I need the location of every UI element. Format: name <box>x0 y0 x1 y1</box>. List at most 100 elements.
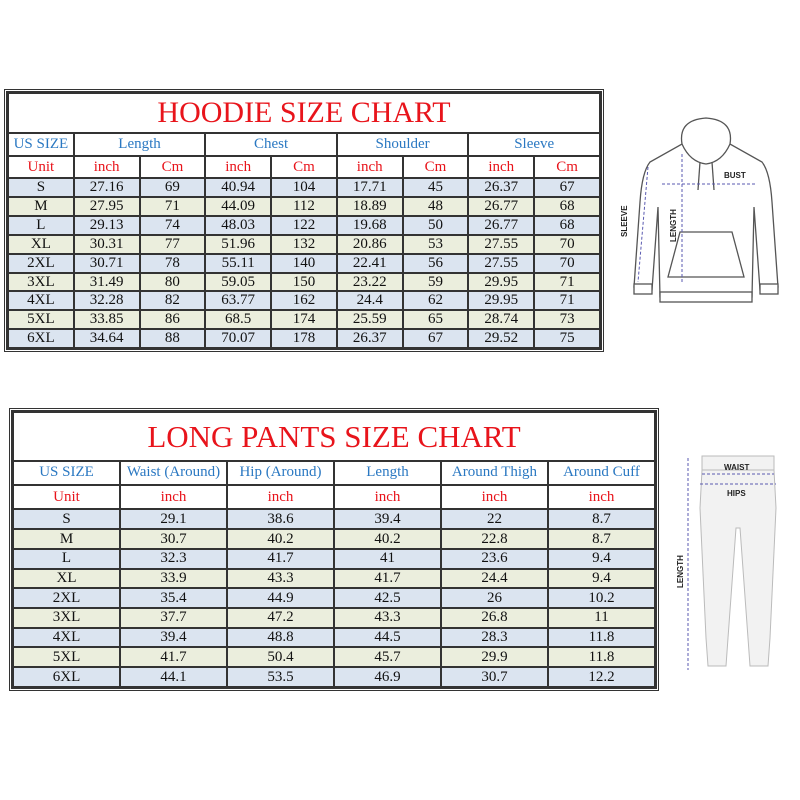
value-cell: 45.7 <box>333 646 442 669</box>
pants-size-table: LONG PANTS SIZE CHART US SIZE Waist (Aro… <box>12 411 656 688</box>
table-row: 5XL 33.85 86 68.5 174 25.59 65 28.74 73 <box>7 309 601 331</box>
value-cell: 50 <box>401 215 470 236</box>
table-row: 6XL 34.64 88 70.07 178 26.37 67 29.52 75 <box>7 328 601 349</box>
size-cell: 5XL <box>7 309 75 331</box>
value-cell: 29.13 <box>72 215 141 236</box>
table-row: XL 30.31 77 51.96 132 20.86 53 27.55 70 <box>7 233 601 255</box>
value-cell: 10.2 <box>547 587 656 610</box>
table-row: L 32.3 41.7 41 23.6 9.4 <box>12 547 656 570</box>
value-cell: 50.4 <box>226 646 335 669</box>
value-cell: 33.85 <box>72 309 141 331</box>
table-row: S 27.16 69 40.94 104 17.71 45 26.37 67 <box>7 177 601 199</box>
value-cell: 40.2 <box>226 528 335 550</box>
table-row: M 30.7 40.2 40.2 22.8 8.7 <box>12 528 656 550</box>
value-cell: 28.3 <box>440 626 549 649</box>
column-header: Around Cuff <box>547 459 656 487</box>
value-cell: 28.74 <box>467 309 536 331</box>
unit-cell: inch <box>72 155 141 180</box>
value-cell: 26.37 <box>335 328 404 349</box>
unit-cell: Cm <box>138 155 207 180</box>
length-label: LENGTH <box>676 555 685 588</box>
value-cell: 48.03 <box>204 215 273 236</box>
value-cell: 27.16 <box>72 177 141 199</box>
size-cell: S <box>12 508 121 531</box>
value-cell: 33.9 <box>119 567 228 590</box>
value-cell: 46.9 <box>333 666 442 688</box>
length-label: LENGTH <box>669 209 678 242</box>
value-cell: 73 <box>533 309 601 331</box>
value-cell: 37.7 <box>119 607 228 629</box>
table-row: 3XL 37.7 47.2 43.3 26.8 11 <box>12 607 656 629</box>
column-header: Around Thigh <box>440 459 549 487</box>
unit-cell: inch <box>226 484 335 511</box>
value-cell: 26.77 <box>467 215 536 236</box>
value-cell: 53.5 <box>226 666 335 688</box>
pants-chart-title: LONG PANTS SIZE CHART <box>12 411 656 462</box>
value-cell: 23.22 <box>335 271 404 293</box>
value-cell: 26 <box>440 587 549 610</box>
value-cell: 26.77 <box>467 196 536 218</box>
value-cell: 63.77 <box>204 290 273 312</box>
value-cell: 42.5 <box>333 587 442 610</box>
value-cell: 48 <box>401 196 470 218</box>
value-cell: 104 <box>270 177 338 199</box>
unit-header: Unit <box>12 484 121 511</box>
value-cell: 20.86 <box>335 233 404 255</box>
sleeve-label: SLEEVE <box>620 205 629 237</box>
value-cell: 41.7 <box>119 646 228 669</box>
value-cell: 11.8 <box>547 646 656 669</box>
size-cell: M <box>7 196 75 218</box>
value-cell: 32.3 <box>119 547 228 570</box>
pants-outline-icon <box>699 455 777 667</box>
value-cell: 41.7 <box>226 547 335 570</box>
value-cell: 74 <box>138 215 207 236</box>
table-row: S 29.1 38.6 39.4 22 8.7 <box>12 508 656 531</box>
hips-label: HIPS <box>727 489 746 498</box>
value-cell: 68 <box>533 215 601 236</box>
value-cell: 71 <box>138 196 207 218</box>
value-cell: 174 <box>270 309 338 331</box>
value-cell: 67 <box>401 328 470 349</box>
value-cell: 55.11 <box>204 252 273 274</box>
unit-cell: inch <box>467 155 536 180</box>
value-cell: 88 <box>138 328 207 349</box>
value-cell: 43.3 <box>333 607 442 629</box>
hoodie-diagram: BUST LENGTH SLEEVE <box>620 117 779 303</box>
value-cell: 178 <box>270 328 338 349</box>
size-cell: 2XL <box>12 587 121 610</box>
value-cell: 38.6 <box>226 508 335 531</box>
table-row: 5XL 41.7 50.4 45.7 29.9 11.8 <box>12 646 656 669</box>
table-row: XL 33.9 43.3 41.7 24.4 9.4 <box>12 567 656 590</box>
value-cell: 30.71 <box>72 252 141 274</box>
value-cell: 39.4 <box>333 508 442 531</box>
size-cell: L <box>7 215 75 236</box>
unit-cell: inch <box>119 484 228 511</box>
value-cell: 29.9 <box>440 646 549 669</box>
value-cell: 44.09 <box>204 196 273 218</box>
value-cell: 27.55 <box>467 252 536 274</box>
value-cell: 59 <box>401 271 470 293</box>
value-cell: 51.96 <box>204 233 273 255</box>
value-cell: 17.71 <box>335 177 404 199</box>
value-cell: 77 <box>138 233 207 255</box>
column-header: Chest <box>204 131 338 158</box>
size-cell: XL <box>7 233 75 255</box>
table-row: 4XL 39.4 48.8 44.5 28.3 11.8 <box>12 626 656 649</box>
size-cell: 5XL <box>12 646 121 669</box>
pants-diagram: WAIST HIPS LENGTH <box>676 455 777 670</box>
value-cell: 22.8 <box>440 528 549 550</box>
column-header: Shoulder <box>335 131 470 158</box>
value-cell: 40.94 <box>204 177 273 199</box>
size-cell: 3XL <box>12 607 121 629</box>
bust-label: BUST <box>724 171 746 180</box>
size-cell: L <box>12 547 121 570</box>
value-cell: 35.4 <box>119 587 228 610</box>
hoodie-chart-title: HOODIE SIZE CHART <box>7 92 601 134</box>
value-cell: 9.4 <box>547 567 656 590</box>
column-header: Sleeve <box>467 131 601 158</box>
table-row: 4XL 32.28 82 63.77 162 24.4 62 29.95 71 <box>7 290 601 312</box>
value-cell: 44.1 <box>119 666 228 688</box>
value-cell: 112 <box>270 196 338 218</box>
unit-cell: Cm <box>270 155 338 180</box>
value-cell: 75 <box>533 328 601 349</box>
